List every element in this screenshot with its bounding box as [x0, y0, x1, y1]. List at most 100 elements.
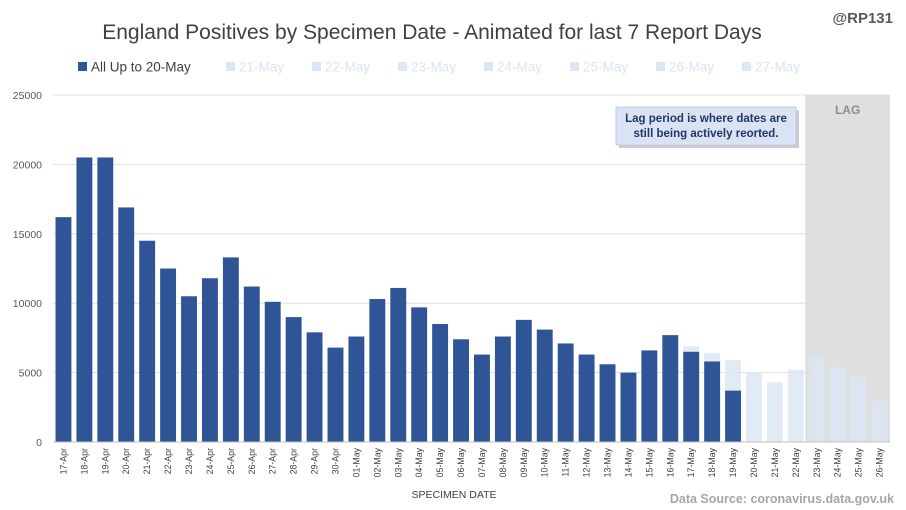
bar	[432, 324, 449, 442]
x-tick-label: 27-Apr	[268, 448, 278, 474]
bar	[369, 299, 386, 442]
x-tick-label: 25-Apr	[226, 448, 236, 474]
bar	[704, 361, 721, 442]
plot-area: LAG 0 5000 10000 15000 20000 25000 17-Apr 18-Apr…	[13, 90, 890, 477]
bar	[390, 287, 407, 442]
author-handle: @RP131	[833, 10, 894, 27]
x-tick-label: 07-May	[477, 447, 487, 477]
y-tick-label: 10000	[13, 298, 42, 310]
bar	[725, 390, 742, 442]
x-tick-label: 20-May	[749, 447, 759, 477]
legend: All Up to 20-May 21-May 22-May 23-May 24-May…	[78, 60, 800, 75]
bar-later-report	[808, 355, 825, 442]
legend-swatch	[78, 62, 87, 71]
legend-label: 26-May	[669, 60, 714, 75]
x-tick-label: 05-May	[435, 447, 445, 477]
legend-swatch	[656, 62, 665, 71]
legend-swatch	[226, 62, 235, 71]
bar	[243, 286, 260, 442]
x-tick-label: 04-May	[414, 447, 424, 477]
x-tick-label: 03-May	[393, 447, 403, 477]
y-tick-label: 0	[36, 437, 42, 449]
x-tick-label: 17-May	[686, 447, 696, 477]
x-tick-label: 26-May	[875, 447, 885, 477]
bar	[201, 278, 218, 442]
legend-label: 24-May	[497, 60, 542, 75]
annotation-text: still being actively reorted.	[633, 128, 778, 140]
bar	[641, 350, 658, 442]
x-tick-label: 23-Apr	[184, 448, 194, 474]
legend-label: 22-May	[325, 60, 370, 75]
bar	[76, 157, 93, 442]
legend-label: 27-May	[755, 60, 800, 75]
legend-label: 21-May	[239, 60, 284, 75]
x-tick-label: 24-May	[833, 447, 843, 477]
x-tick-label: 12-May	[582, 447, 592, 477]
bar	[348, 336, 365, 442]
bar	[662, 335, 679, 442]
x-tick-label: 21-May	[770, 447, 780, 477]
bar	[515, 319, 532, 442]
x-tick-label: 28-Apr	[289, 448, 299, 474]
x-tick-label: 18-Apr	[79, 448, 89, 474]
x-tick-label: 17-Apr	[58, 448, 68, 474]
legend-label: 23-May	[411, 60, 456, 75]
x-tick-label: 06-May	[456, 447, 466, 477]
bar	[536, 329, 553, 442]
x-tick-label: 02-May	[372, 447, 382, 477]
bar-later-report	[787, 369, 804, 442]
bar	[160, 268, 177, 442]
bar	[599, 364, 616, 442]
x-tick-label: 29-Apr	[310, 448, 320, 474]
chart-title: England Positives by Specimen Date - Ani…	[102, 21, 762, 44]
bar-later-report	[871, 400, 888, 442]
bar	[620, 372, 637, 442]
bar-later-report	[850, 376, 867, 442]
annotation-box	[615, 106, 797, 146]
legend-swatch	[312, 62, 321, 71]
legend-swatch	[570, 62, 579, 71]
bar	[411, 307, 428, 442]
x-tick-label: 21-Apr	[142, 448, 152, 474]
legend-label: All Up to 20-May	[91, 60, 191, 75]
bar	[285, 317, 302, 442]
x-tick-label: 22-Apr	[163, 448, 173, 474]
bar	[494, 336, 511, 442]
annotation-text: Lag period is where dates are	[625, 113, 787, 125]
x-tick-label: 18-May	[707, 447, 717, 477]
bar	[222, 257, 239, 442]
y-tick-label: 20000	[13, 159, 42, 171]
bar-later-report	[766, 382, 783, 442]
legend-swatch	[398, 62, 407, 71]
legend-swatch	[742, 62, 751, 71]
x-tick-label: 30-Apr	[330, 448, 340, 474]
x-tick-label: 19-Apr	[100, 448, 110, 474]
x-tick-label: 19-May	[728, 447, 738, 477]
bar	[683, 351, 700, 442]
x-tick-label: 22-May	[791, 447, 801, 477]
x-tick-label: 24-Apr	[205, 448, 215, 474]
bar	[557, 343, 574, 442]
bar	[453, 339, 469, 442]
x-tick-label: 15-May	[644, 447, 654, 477]
legend-label: 25-May	[583, 60, 628, 75]
bar	[55, 217, 72, 442]
y-tick-label: 5000	[19, 368, 43, 380]
bar-later-report	[746, 372, 762, 442]
legend-swatch	[484, 62, 493, 71]
lag-label: LAG	[835, 103, 860, 117]
bar-later-report	[829, 367, 846, 442]
data-source: Data Source: coronavirus.data.gov.uk	[670, 492, 894, 506]
x-tick-label: 01-May	[351, 447, 361, 477]
x-tick-label: 23-May	[812, 447, 822, 477]
x-axis-label: SPECIMEN DATE	[412, 489, 497, 501]
y-tick-label: 15000	[13, 229, 42, 241]
bar	[264, 301, 281, 442]
x-tick-label: 08-May	[498, 447, 508, 477]
bar	[327, 347, 344, 442]
bar	[139, 240, 156, 442]
y-tick-label: 25000	[13, 90, 42, 102]
x-tick-label: 14-May	[623, 447, 633, 477]
